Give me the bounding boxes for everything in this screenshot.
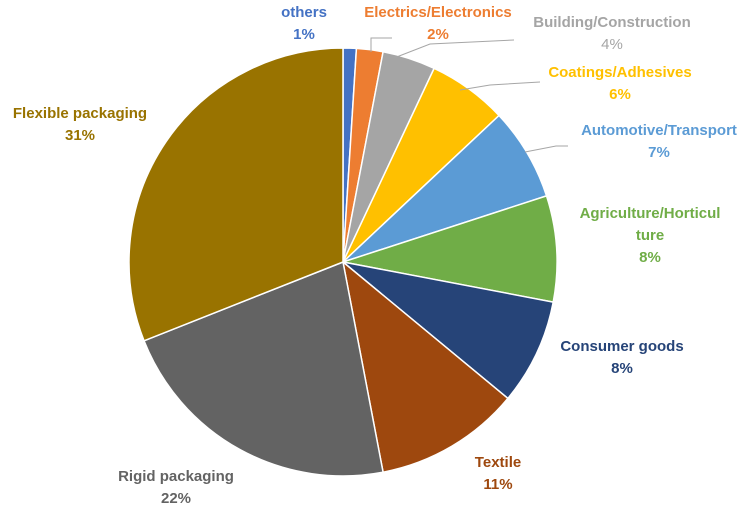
slice-label-building-construction: Building/Construction 4% [533,14,690,53]
slice-label-consumer-goods: Consumer goods 8% [560,338,683,377]
slice-label-coatings-adhesives: Coatings/Adhesives 6% [548,64,691,103]
pie-slice-agriculture-horticul-ture [342,194,558,303]
leader-lines [370,37,568,153]
slice-label-automotive-transport: Automotive/Transport 7% [581,122,737,161]
leader-line-automotive-transport [524,145,568,153]
slice-label-others: others 1% [281,4,327,43]
slice-label-electrics-electronics: Electrics/Electronics 2% [364,4,512,43]
pie-slices [128,47,558,477]
slice-label-rigid-packaging: Rigid packaging 22% [118,468,234,507]
pie-slice-rigid-packaging [143,260,384,477]
pie-slice-consumer-goods [342,261,555,400]
pie-slice-flexible-packaging [128,47,344,342]
slice-label-textile: Textile 11% [475,454,521,493]
leader-line-coatings-adhesives [459,81,541,91]
slice-label-agriculture-horticul-ture: Agriculture/Horticul ture 8% [580,205,721,266]
pie-slice-textile [341,260,509,474]
slice-label-flexible-packaging: Flexible packaging 31% [13,105,147,144]
leader-line-building-construction [393,39,515,59]
slice-labels: others 1% Electrics/Electronics 2% Building/… [13,4,737,507]
leader-line-electrics-electronics [370,37,392,52]
